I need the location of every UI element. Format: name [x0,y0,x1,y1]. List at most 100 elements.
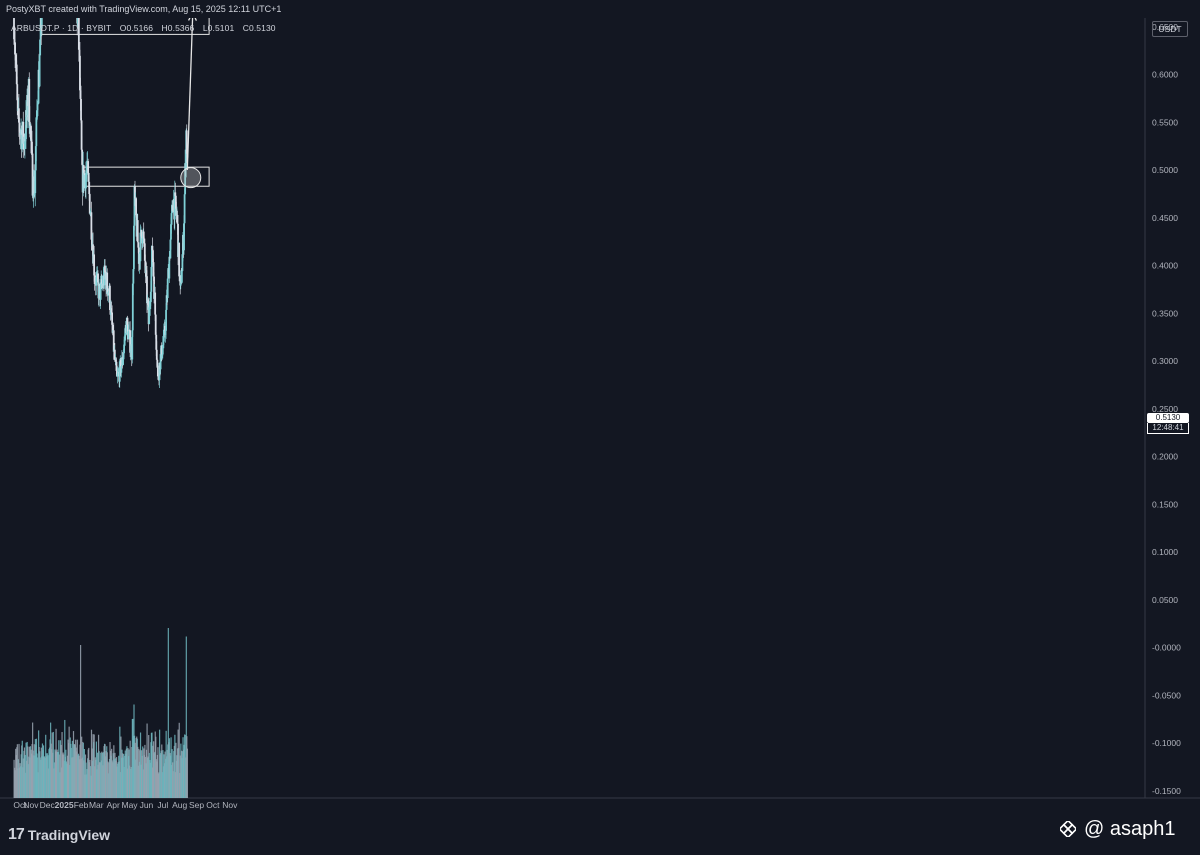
candle-body [115,359,117,362]
currency-button[interactable]: USDT [1152,21,1188,37]
candle-body [123,336,126,345]
candle-body [170,224,172,240]
candle-body [166,278,169,299]
high-value: H0.5366 [161,23,195,33]
binance-diamond-icon [1060,821,1076,837]
candle-body [35,110,38,118]
candle-body [143,238,146,244]
candle-body [183,194,186,224]
price-tick-label: -0.0000 [1152,643,1181,653]
candle-body [146,276,148,304]
price-tick-label: 0.5000 [1152,165,1178,175]
candle-body [78,49,81,56]
time-tick-label: Jun [140,800,154,810]
candle-body [83,173,86,175]
candle-body [140,229,143,237]
time-tick-label: Jul [157,800,168,810]
time-tick-label: Aug [172,800,187,810]
chart-frame[interactable]: 1.30001.25001.20001.15001.10001.05001.00… [0,18,1200,816]
candle-body [154,314,157,335]
close-value: C0.5130 [242,23,276,33]
candle-body [16,100,19,111]
candle-body [184,163,187,195]
candle-body [152,250,154,263]
candle-body [174,192,177,196]
candle-body [80,120,83,150]
candle-body [110,308,113,313]
price-tick-label: -0.1500 [1152,786,1181,796]
author-watermark: @ asaph1 [1060,817,1175,841]
candle-body [139,232,142,262]
candle-body [153,276,155,299]
candle-body [174,195,177,209]
price-axis[interactable]: 1.30001.25001.20001.15001.10001.05001.00… [1152,18,1181,816]
price-chart[interactable]: 1.30001.25001.20001.15001.10001.05001.00… [0,18,1200,816]
candle-body [137,242,140,248]
candle-body [133,225,135,270]
candle-body [85,170,88,174]
candle-body [34,146,37,171]
candle-body [135,198,137,216]
price-tick-label: 0.2000 [1152,452,1178,462]
candle-body [171,205,174,211]
price-tick-label: 0.4000 [1152,261,1178,271]
candle-body [143,243,146,261]
candle-body [34,170,37,194]
price-tick-label: 0.0500 [1152,595,1178,605]
candle-body [129,350,132,353]
candle-body [93,254,96,276]
candle-body [144,260,147,274]
candle-body [148,307,151,325]
candle-body [169,239,172,259]
horizontal-zones[interactable] [41,18,210,187]
volume-bar [157,747,159,798]
candle-body [40,18,43,29]
candle-body [115,361,118,371]
time-tick-label: Nov [23,800,39,810]
price-tick-label: 0.6000 [1152,70,1178,80]
candle-body [88,181,91,195]
candle-body [149,301,152,306]
candle-body [164,325,166,335]
candle-body [18,108,20,123]
candle-body [178,242,181,277]
candle-body [141,238,144,244]
candle-body [173,192,176,220]
candle-body [27,106,30,115]
candle-body [164,330,167,335]
symbol-legend: ARBUSDT.P · 1D · BYBIT O0.5166 H0.5366 L… [11,23,282,33]
candle-body [162,341,165,345]
candle-body [39,18,42,40]
candle-body [176,214,179,224]
candle-body [24,139,27,142]
candle-body [150,266,153,292]
volume-bar [186,748,189,798]
candle-body [93,275,96,282]
candle-body [147,300,149,305]
candle-body [109,285,111,311]
candle-body [122,359,124,365]
annotations[interactable] [180,18,202,189]
candle-body [35,117,38,147]
candle-body [165,309,167,331]
candle-body [81,149,84,165]
candle-body [103,265,106,286]
candle-body [122,352,125,360]
candle-body [104,272,107,276]
candle-body [37,103,39,105]
candle-body [15,64,18,85]
candle-body [21,134,24,150]
last-price-label: 0.5130 12:48:41 [1147,413,1189,434]
candle-body [116,374,119,377]
candle-body [19,132,22,135]
candle-body [100,279,103,285]
candle-body [125,317,128,333]
candle-body [39,39,42,56]
time-tick-label: May [122,800,139,810]
candles [13,18,189,389]
tradingview-wordmark: TradingView [27,827,111,843]
candle-body [183,223,185,251]
time-tick-label: Dec [40,800,56,810]
candle-body [127,331,130,340]
